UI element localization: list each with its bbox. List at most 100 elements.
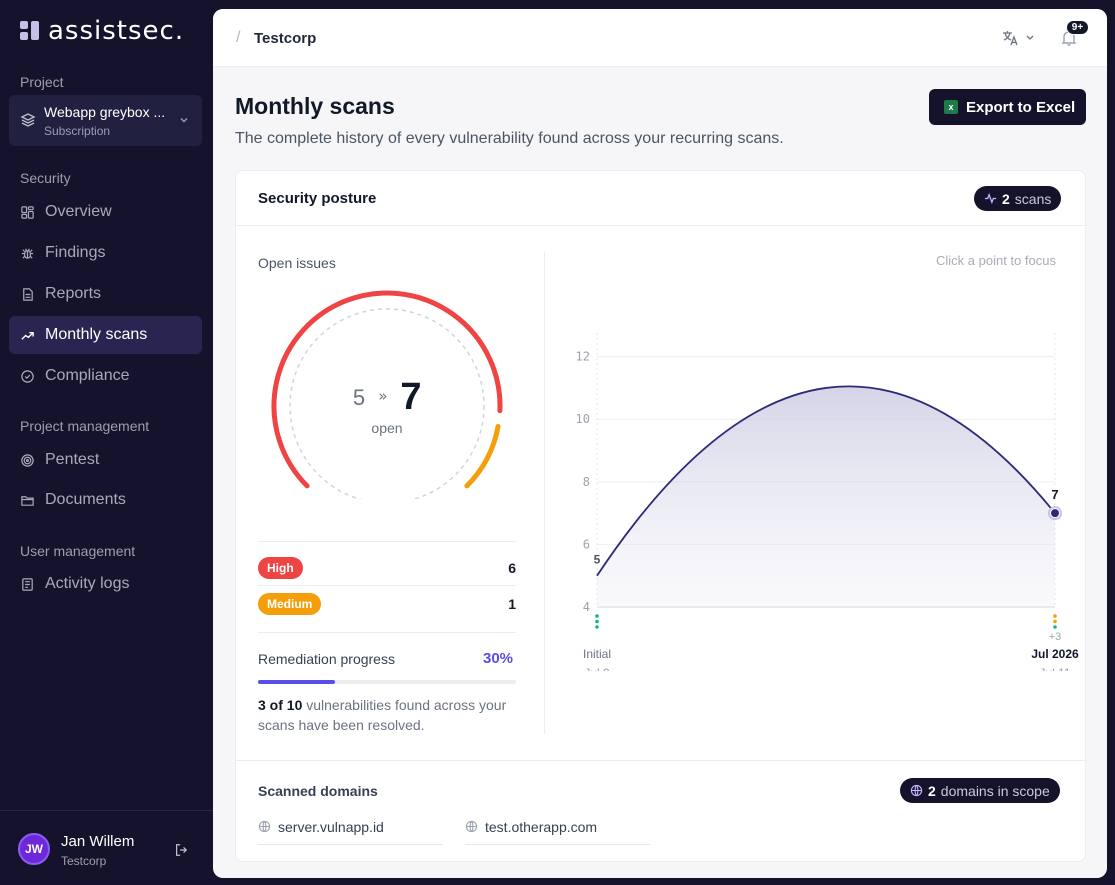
- gauge-inner-ring: [289, 308, 485, 499]
- activity-icon: [984, 192, 997, 205]
- notification-count-badge: 9+: [1066, 20, 1089, 35]
- bug-icon: [21, 248, 34, 259]
- card-header-divider: [236, 225, 1087, 226]
- gauge-open-label: open: [371, 420, 402, 436]
- brand-logo[interactable]: assistsec.: [20, 16, 184, 46]
- export-to-excel-button[interactable]: x Export to Excel: [929, 89, 1086, 125]
- sidebar-item-label: Activity logs: [45, 575, 130, 592]
- domain-item[interactable]: server.vulnapp.id: [258, 809, 443, 845]
- severity-dot: [1053, 625, 1057, 629]
- folder-icon: [21, 495, 34, 506]
- gauge-arrow-icon: »: [378, 387, 387, 405]
- extra-findings-label: +3: [1049, 631, 1062, 643]
- domains-count-label: domains in scope: [940, 782, 1050, 799]
- sidebar-item-pentest[interactable]: Pentest: [9, 441, 202, 479]
- x-tick-label: Jul 2026: [1031, 647, 1079, 661]
- layers-icon: [20, 113, 36, 127]
- remediation-description: 3 of 10 vulnerabilities found across you…: [258, 695, 516, 735]
- domains-count: 2: [928, 782, 936, 799]
- domain-name: test.otherapp.com: [485, 818, 598, 835]
- scanned-domains-label: Scanned domains: [258, 783, 378, 799]
- globe-icon: [465, 820, 478, 833]
- project-section-label: Project: [20, 74, 64, 90]
- domain-name: server.vulnapp.id: [278, 818, 384, 835]
- severity-row-high: High 6: [258, 550, 516, 586]
- sidebar-item-reports[interactable]: Reports: [9, 275, 202, 313]
- document-icon: [23, 287, 33, 301]
- scans-label: scans: [1014, 190, 1052, 207]
- sidebar-item-documents[interactable]: Documents: [9, 481, 202, 519]
- severity-dot: [595, 625, 599, 629]
- scans-count: 2: [1002, 190, 1010, 207]
- language-switcher-icon[interactable]: [1002, 29, 1036, 47]
- user-name: Jan Willem: [61, 833, 135, 850]
- y-tick-label: 8: [583, 475, 590, 489]
- remediation-progress-bar: [258, 680, 516, 684]
- user-panel: JW Jan Willem Testcorp: [0, 810, 213, 885]
- remediation-text: vulnerabilities found across your scans …: [258, 697, 507, 733]
- severity-dot: [1053, 614, 1057, 618]
- remediation-percent: 30%: [483, 650, 514, 667]
- data-label: 5: [594, 553, 601, 567]
- sidebar-item-label: Pentest: [45, 451, 100, 468]
- x-tick-date: Jul 11: [1039, 666, 1070, 671]
- domains-divider: [236, 760, 1087, 761]
- open-issues-gauge: 5 » 7 open: [271, 290, 503, 499]
- project-management-section-label: Project management: [20, 418, 150, 434]
- log-icon: [22, 577, 33, 591]
- brand-name: assistsec.: [48, 16, 185, 46]
- severity-divider: [258, 585, 516, 586]
- domain-item[interactable]: test.otherapp.com: [465, 809, 650, 845]
- severity-divider-top: [258, 541, 516, 542]
- gauge-medium-arc: [464, 423, 501, 489]
- export-button-label: Export to Excel: [966, 98, 1076, 116]
- sidebar-item-label: Compliance: [45, 367, 130, 384]
- gauge-to-value: 7: [400, 376, 421, 418]
- grid-icon: [21, 205, 34, 219]
- sidebar-item-monthly-scans[interactable]: Monthly scans: [9, 316, 202, 354]
- sidebar-item-label: Monthly scans: [45, 326, 148, 343]
- severity-count-medium: 1: [508, 596, 516, 612]
- series-area: [597, 386, 1055, 607]
- data-point: [1051, 509, 1059, 518]
- sidebar-item-label: Findings: [45, 244, 106, 261]
- gauge-high-arc: [271, 290, 503, 489]
- top-bar: / Testcorp 9+: [213, 9, 1107, 67]
- remediation-progress-fill: [258, 680, 336, 684]
- user-management-section-label: User management: [20, 543, 136, 559]
- sidebar-item-compliance[interactable]: Compliance: [9, 357, 202, 395]
- sidebar-item-findings[interactable]: Findings: [9, 234, 202, 272]
- scans-count-pill: 2 scans: [974, 186, 1062, 211]
- sidebar-item-overview[interactable]: Overview: [9, 193, 202, 231]
- severity-badge-high: High: [258, 557, 303, 579]
- project-selector[interactable]: Webapp greybox ... Subscription: [9, 95, 202, 146]
- severity-badge-medium: Medium: [258, 593, 322, 615]
- severity-divider-bottom: [258, 632, 516, 633]
- security-section-label: Security: [20, 170, 71, 186]
- excel-icon: x: [944, 100, 958, 114]
- logout-icon[interactable]: [174, 843, 188, 857]
- page-subtitle: The complete history of every vulnerabil…: [235, 130, 784, 147]
- remediation-count: 3 of 10: [258, 697, 303, 713]
- x-tick-label: Initial: [583, 647, 611, 661]
- avatar[interactable]: JW: [18, 833, 50, 865]
- gauge-from-value: 5: [353, 385, 365, 410]
- x-tick-date: Jul 9: [584, 666, 610, 671]
- severity-count-high: 6: [508, 560, 516, 576]
- severity-dot: [595, 614, 599, 618]
- open-issues-chart[interactable]: 4 6 8 10 12 5 7 +3 Initial Jul 9 Jul 2026 Jul 11: [552, 311, 1087, 671]
- data-label: 7: [1051, 487, 1058, 502]
- logo-mark-icon: [20, 21, 40, 41]
- remediation-label: Remediation progress: [258, 651, 395, 667]
- domains-count-pill: 2 domains in scope: [900, 778, 1060, 803]
- y-tick-label: 4: [583, 600, 590, 614]
- severity-dot: [1053, 619, 1057, 624]
- target-icon: [21, 453, 34, 467]
- sidebar-item-label: Documents: [45, 491, 126, 508]
- chevron-down-icon: [180, 118, 188, 123]
- globe-icon: [910, 784, 923, 797]
- breadcrumb[interactable]: Testcorp: [254, 30, 317, 47]
- page-title: Monthly scans: [235, 93, 395, 119]
- sidebar-item-label: Overview: [45, 203, 112, 220]
- sidebar-item-activity-logs[interactable]: Activity logs: [9, 565, 202, 603]
